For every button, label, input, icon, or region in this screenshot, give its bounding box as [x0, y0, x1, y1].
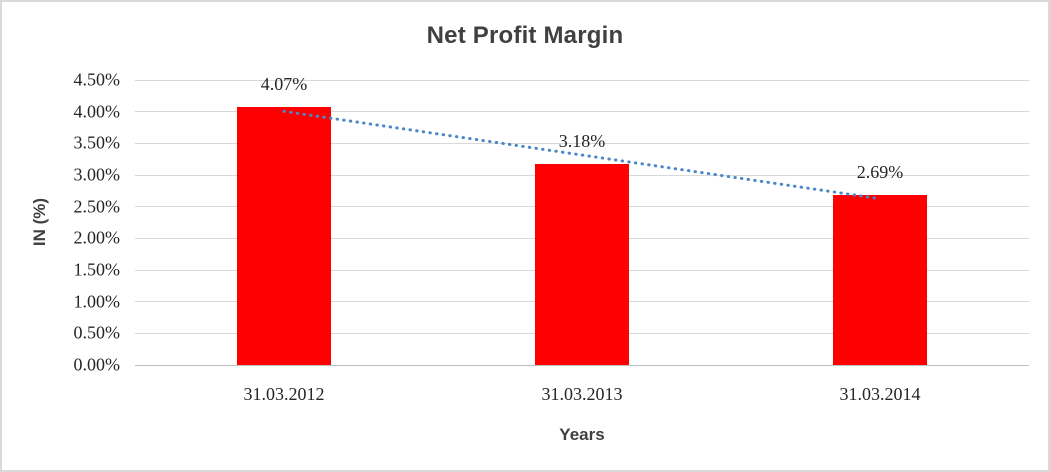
x-axis-title: Years: [559, 425, 605, 444]
y-tick-label: 1.50%: [73, 259, 121, 280]
bar: [535, 163, 629, 365]
x-tick-label: 31.03.2013: [541, 384, 623, 404]
y-tick-label: 4.00%: [73, 101, 121, 122]
y-tick-label: 4.50%: [73, 69, 121, 90]
data-label: 2.69%: [856, 161, 904, 182]
y-tick-label: 2.50%: [73, 196, 121, 217]
y-tick-label: 3.50%: [73, 132, 121, 153]
data-label: 3.18%: [558, 130, 606, 151]
x-axis-labels: 31.03.2012 31.03.2013 31.03.2014: [135, 384, 1029, 406]
y-axis-labels: 0.00% 0.50% 1.00% 1.50% 2.00% 2.50% 3.00% 3.50%…: [2, 70, 121, 375]
y-tick-label: 2.00%: [73, 227, 121, 248]
bar: [833, 194, 927, 365]
gridline: [135, 111, 1029, 113]
x-tick-label: 31.03.2012: [243, 384, 325, 404]
gridline: [135, 79, 1029, 81]
x-axis-line: [135, 364, 1029, 366]
y-tick-label: 0.50%: [73, 322, 121, 343]
bar: [237, 107, 331, 365]
x-tick-label: 31.03.2014: [839, 384, 921, 404]
gridline: [135, 142, 1029, 144]
chart-title: Net Profit Margin: [426, 22, 624, 49]
plot-area: 4.07% 3.18% 2.69%: [135, 74, 1029, 366]
data-label: 4.07%: [260, 74, 308, 95]
y-tick-label: 1.00%: [73, 291, 121, 312]
y-tick-label: 0.00%: [73, 354, 121, 375]
trendline: [282, 109, 882, 201]
y-tick-label: 3.00%: [73, 164, 121, 185]
